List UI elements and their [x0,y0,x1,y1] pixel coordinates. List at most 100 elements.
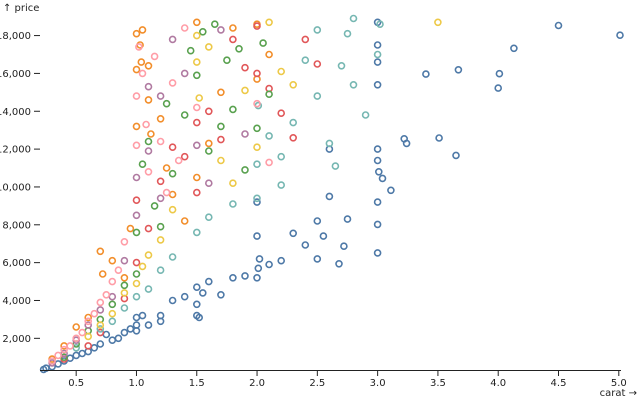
data-point [78,349,86,358]
y-tick-label: 10,000 [0,182,31,193]
data-point [205,277,213,286]
data-point [289,81,298,89]
data-point [72,323,80,331]
data-point [349,81,358,89]
data-point [195,94,203,102]
data-point [96,298,105,307]
x-tick: 4.5 [551,370,566,389]
data-point [132,173,141,182]
y-tick: 16,000 [0,69,40,80]
data-point [98,270,107,278]
data-point [373,81,382,89]
x-tick: 4.0 [490,370,506,389]
data-point [156,236,165,244]
data-point [90,343,99,352]
data-point [132,29,141,38]
data-point [137,58,146,66]
data-point [168,190,177,199]
data-point [132,279,141,288]
data-point [373,156,382,165]
data-point [168,169,177,178]
data-point [84,342,92,350]
y-tick-label: 8,000 [2,220,31,231]
data-point [289,118,298,127]
y-tick: 10,000 [0,182,40,193]
x-tick-label: 3.5 [430,378,446,389]
data-point [217,135,225,144]
data-point [199,289,207,297]
data-point [156,115,165,123]
data-point [241,166,249,174]
data-point [229,24,237,32]
data-point [253,69,261,78]
data-point [156,92,165,100]
data-point [168,205,177,214]
x-tick: 1.0 [129,370,145,389]
y-tick-label: 6,000 [2,258,31,269]
data-point [132,270,141,278]
data-point [180,292,189,301]
data-point [319,232,328,240]
data-point [313,217,322,225]
y-axis: 2,000 4,000 6,000 8,000 10,000 12,000 14,000 16… [0,31,40,345]
data-point [108,309,117,318]
x-tick: 1.5 [189,370,205,389]
data-point [150,202,159,210]
data-point [144,285,153,293]
data-point [138,69,147,78]
data-point [361,111,370,119]
data-point [84,313,92,322]
data-point [373,41,382,49]
data-point [48,357,56,365]
data-point [78,328,86,337]
data-point [138,26,147,34]
data-point [289,229,298,238]
data-point [180,152,189,161]
data-point [235,44,243,53]
data-point [495,69,504,78]
data-point [373,145,382,153]
data-point [340,242,348,250]
data-point [265,260,273,269]
data-point [108,317,117,326]
data-point [132,92,141,100]
data-point [616,31,624,40]
data-point [376,20,384,29]
data-point [138,311,147,320]
y-tick-label: 18,000 [0,31,31,42]
data-point [120,281,129,290]
data-point [120,289,129,297]
x-tick-label: 2.5 [309,378,325,389]
data-point [132,122,141,131]
data-point [253,124,261,133]
data-point [180,24,189,32]
data-point [452,151,460,160]
data-point [253,273,261,282]
data-point [241,272,249,280]
data-point [193,58,201,66]
data-point [277,152,286,161]
data-point [193,311,201,320]
data-point [331,162,340,170]
data-point [96,306,105,314]
x-tick: 3.5 [430,370,446,389]
points-layer [39,14,624,374]
x-tick-label: 1.0 [129,378,145,389]
data-point [132,65,141,74]
data-point [265,50,273,59]
x-tick: 2.0 [249,370,265,389]
data-point [254,264,263,273]
data-point [434,18,442,27]
data-point [147,130,155,138]
data-point [217,122,225,131]
data-point [454,66,463,74]
data-point [253,198,261,206]
data-point [180,69,189,78]
data-point [174,156,183,165]
data-point [156,266,165,275]
data-point [144,224,153,233]
y-tick: 14,000 [0,107,40,118]
data-point [255,255,264,263]
data-point [168,143,177,151]
data-point [193,71,201,80]
